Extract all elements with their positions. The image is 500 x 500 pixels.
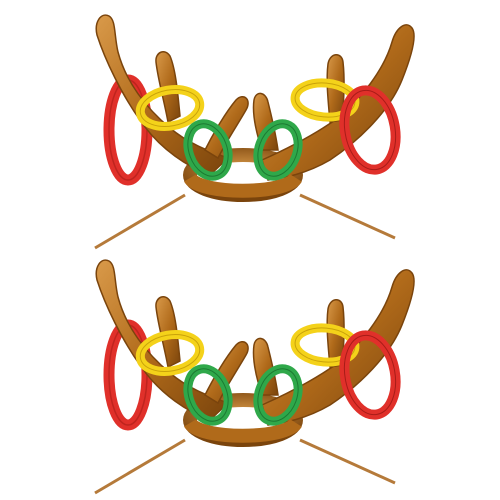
background bbox=[0, 0, 500, 500]
reindeer-antler-ring-toss-photo bbox=[0, 0, 500, 500]
